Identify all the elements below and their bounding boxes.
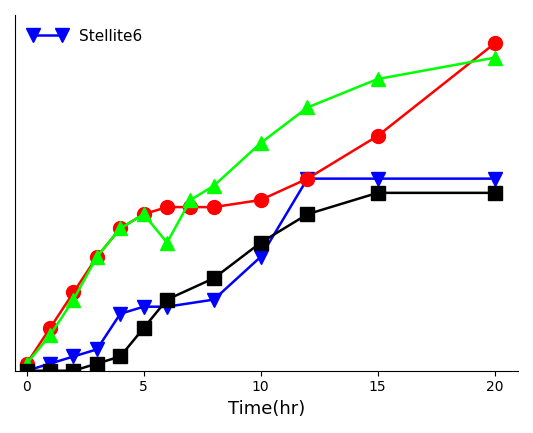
Stellite6 xyxy=(304,176,311,181)
Stellite6 xyxy=(94,347,100,352)
X-axis label: Time(hr): Time(hr) xyxy=(228,400,305,418)
Stellite6 xyxy=(23,368,30,373)
Stellite6 xyxy=(491,176,498,181)
Stellite6 xyxy=(117,311,124,317)
Stellite6 xyxy=(374,176,381,181)
Line: Stellite6: Stellite6 xyxy=(20,172,502,378)
Stellite6 xyxy=(141,304,147,309)
Stellite6 xyxy=(164,304,170,309)
Legend: Stellite6: Stellite6 xyxy=(22,23,149,50)
Stellite6 xyxy=(211,297,217,302)
Stellite6 xyxy=(257,254,264,259)
Stellite6 xyxy=(47,361,53,366)
Stellite6 xyxy=(70,354,77,359)
